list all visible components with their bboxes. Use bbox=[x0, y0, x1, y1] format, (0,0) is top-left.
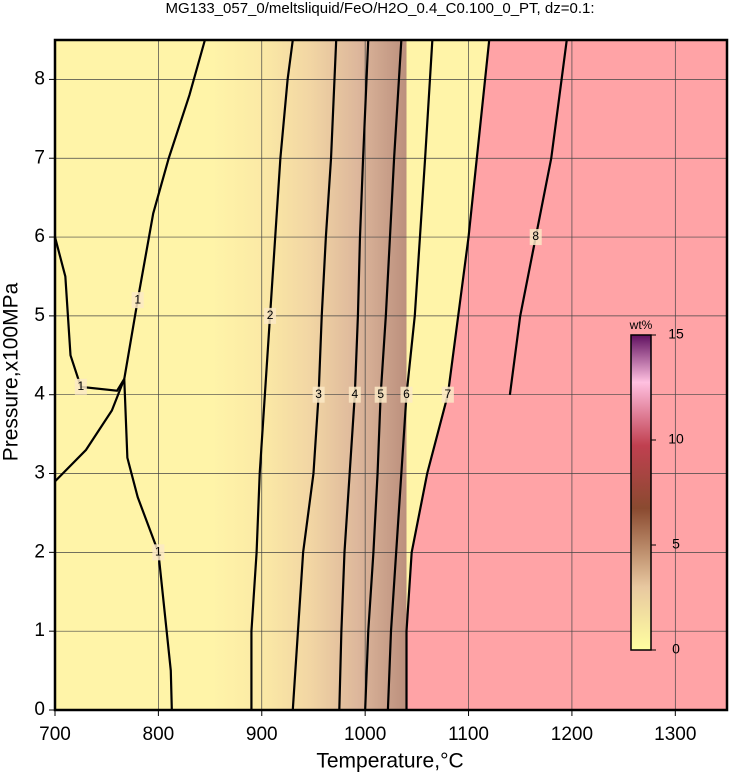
contour-line bbox=[53, 236, 126, 392]
colorbar-tick-label: 5 bbox=[672, 536, 680, 552]
x-tick-label: 800 bbox=[143, 724, 175, 745]
colorbar-label: wt% bbox=[629, 318, 653, 332]
x-axis-label: Temperature,°C bbox=[316, 750, 463, 773]
x-tick-label: 1200 bbox=[551, 724, 593, 745]
y-tick-label: 2 bbox=[34, 541, 45, 562]
contour-label: 5 bbox=[377, 387, 384, 401]
contour-label: 3 bbox=[315, 387, 322, 401]
contour-label-bg bbox=[131, 292, 144, 309]
y-tick-label: 4 bbox=[34, 384, 45, 405]
colorbar-tick-label: 15 bbox=[668, 326, 684, 342]
contour-label: 7 bbox=[445, 387, 452, 401]
y-tick-label: 7 bbox=[34, 147, 45, 168]
contour-label: 4 bbox=[351, 387, 358, 401]
contour-label: 2 bbox=[267, 308, 274, 322]
contour-label: 8 bbox=[532, 229, 539, 243]
y-tick-label: 6 bbox=[34, 226, 45, 247]
y-axis-label: Pressure,x100MPa bbox=[0, 282, 23, 461]
x-tick-label: 1000 bbox=[344, 724, 386, 745]
x-tick-label: 1300 bbox=[654, 724, 696, 745]
x-tick-label: 700 bbox=[39, 724, 71, 745]
x-tick-label: 1100 bbox=[448, 724, 489, 745]
colorbar-tick-label: 0 bbox=[672, 641, 680, 657]
contour-label-bg bbox=[400, 386, 413, 403]
contour-label-bg bbox=[74, 378, 87, 395]
plot-frame bbox=[53, 38, 729, 712]
contour-line bbox=[250, 39, 294, 710]
contour-label-bg bbox=[264, 307, 277, 324]
y-tick-label: 0 bbox=[34, 699, 45, 720]
y-tick-label: 8 bbox=[34, 68, 45, 89]
colorbar bbox=[630, 334, 652, 651]
x-tick-label: 900 bbox=[246, 724, 278, 745]
chart-title: MG133_057_0/meltsliquid/FeO/H2O_0.4_C0.1… bbox=[165, 0, 594, 17]
y-tick-label: 5 bbox=[34, 305, 45, 326]
y-tick-label: 3 bbox=[34, 463, 45, 484]
contour-label-bg bbox=[152, 544, 165, 561]
contour-label-bg bbox=[374, 386, 387, 403]
contour-label: 6 bbox=[403, 387, 410, 401]
contour-label-bg bbox=[529, 229, 542, 246]
colorbar-tick-label: 10 bbox=[668, 431, 684, 447]
contour-label-bg bbox=[441, 386, 454, 403]
y-tick-label: 1 bbox=[34, 620, 45, 641]
contour-line bbox=[291, 39, 338, 711]
contour-label: 1 bbox=[78, 379, 85, 393]
contour-label-bg bbox=[312, 386, 325, 403]
contour-label: 1 bbox=[155, 545, 162, 559]
contour-label-bg bbox=[348, 386, 361, 403]
gradient-region bbox=[211, 40, 407, 710]
contour-label: 1 bbox=[134, 292, 141, 306]
